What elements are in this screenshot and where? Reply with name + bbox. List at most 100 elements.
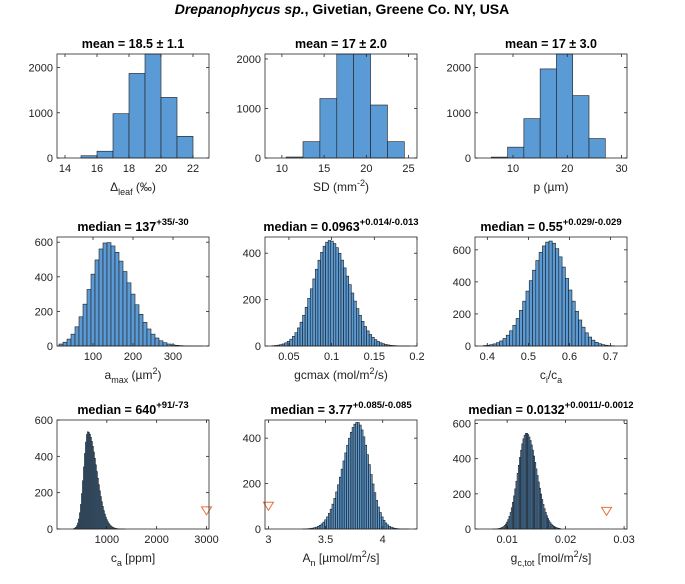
histogram-bar xyxy=(556,53,574,159)
x-axis-label: SD (mm-2) xyxy=(313,178,369,194)
histogram-bar xyxy=(86,289,92,347)
histogram-bar xyxy=(370,104,388,159)
histogram-bar xyxy=(118,260,124,347)
axes-box xyxy=(56,419,210,530)
histogram-bar xyxy=(523,118,541,159)
histogram-bar xyxy=(70,333,76,347)
panel-title: mean = 17 ± 2.0 xyxy=(295,37,387,51)
histogram-bar xyxy=(130,293,136,347)
histogram-bar xyxy=(106,242,112,347)
histogram-bar xyxy=(144,53,162,159)
histogram-bar xyxy=(345,275,349,347)
panel-title: median = 137+35/-30 xyxy=(77,217,188,234)
histogram-bar xyxy=(330,240,334,347)
histogram-bar xyxy=(361,321,365,347)
histogram-bars xyxy=(490,53,606,159)
x-axis-label: Δleaf (‰) xyxy=(110,180,156,197)
x-tick-label: 4 xyxy=(380,534,386,546)
histogram-bar xyxy=(555,248,560,347)
axes-box xyxy=(474,53,628,159)
y-tick-label: 0 xyxy=(255,153,261,165)
histogram-bar xyxy=(588,138,606,159)
histogram-bar xyxy=(572,95,590,159)
y-tick-label: 0 xyxy=(465,153,471,165)
y-tick-label: 400 xyxy=(243,248,261,260)
x-axis-label: gc,tot [mol/m2/s] xyxy=(511,549,592,568)
histogram-bar xyxy=(286,341,291,347)
histogram-bar xyxy=(591,339,596,347)
x-tick-label: 20 xyxy=(561,163,573,175)
histogram-bar xyxy=(545,241,550,347)
histogram-bar xyxy=(98,248,104,347)
x-axis-label: An [µmol/m2/s] xyxy=(303,549,380,568)
histogram-bar xyxy=(304,306,308,347)
y-tick-label: 2000 xyxy=(29,63,53,75)
histogram-bar xyxy=(353,300,357,347)
x-tick-label: 15 xyxy=(318,163,330,175)
x-tick-label: 300 xyxy=(164,351,182,363)
histogram-bar xyxy=(302,141,321,159)
x-axis-label: ca [ppm] xyxy=(111,551,155,568)
panel-title: median = 0.0963+0.014/-0.013 xyxy=(263,217,418,234)
histogram-bar xyxy=(551,242,556,347)
x-tick-label: 22 xyxy=(187,163,199,175)
panel-title: median = 0.55+0.029/-0.029 xyxy=(480,217,621,234)
histogram-bar xyxy=(548,240,553,347)
x-tick-label: 0.5 xyxy=(521,351,536,363)
x-tick-label: 30 xyxy=(615,163,627,175)
histogram-bar xyxy=(102,242,108,347)
histogram-bar xyxy=(325,241,329,347)
histogram-bar xyxy=(112,113,130,159)
histogram-bar xyxy=(299,321,303,347)
histogram-bar xyxy=(122,271,128,347)
histogram-bar xyxy=(343,267,347,347)
histogram-bar xyxy=(128,73,146,159)
y-tick-label: 0 xyxy=(465,341,471,353)
histogram-bar xyxy=(368,334,373,347)
y-tick-label: 600 xyxy=(35,415,53,427)
histogram-bar xyxy=(363,326,367,347)
y-tick-label: 1000 xyxy=(29,108,53,120)
histogram-bar xyxy=(594,341,599,347)
histogram-bar xyxy=(366,330,370,347)
y-tick-label: 200 xyxy=(35,488,53,500)
histogram-bar xyxy=(502,338,507,347)
histogram-bar xyxy=(162,342,168,347)
x-tick-label: 3 xyxy=(265,534,271,546)
histogram-bar xyxy=(379,342,383,347)
histogram-bar xyxy=(348,284,352,347)
histogram-bar xyxy=(561,266,566,347)
panel-title: median = 0.0132+0.0011/-0.0012 xyxy=(468,400,633,417)
y-tick-label: 200 xyxy=(35,306,53,318)
histogram-bar xyxy=(571,300,576,347)
histogram-bars xyxy=(271,240,411,347)
x-tick-label: 0.05 xyxy=(278,351,299,363)
figure-title: Drepanophycus sp., Givetian, Greene Co. … xyxy=(175,1,510,17)
x-tick-label: 20 xyxy=(360,163,372,175)
histogram-bar xyxy=(336,53,354,159)
histogram-bar xyxy=(320,252,324,347)
x-tick-label: 0.02 xyxy=(555,534,576,546)
x-tick-label: 0.7 xyxy=(603,351,618,363)
histogram-bar xyxy=(515,318,520,347)
histogram-bar xyxy=(350,292,355,347)
histogram-bar xyxy=(62,341,68,347)
histogram-bar xyxy=(538,251,543,347)
x-tick-label: 0.03 xyxy=(613,534,634,546)
y-tick-label: 1000 xyxy=(237,103,261,115)
histogram-bar xyxy=(294,332,298,347)
histogram-bar xyxy=(134,304,140,347)
axes-box xyxy=(264,419,418,530)
panel-An: median = 3.77+0.085/-0.085 3 3.5 4 0 200 400 An… xyxy=(243,400,418,568)
histogram-bar xyxy=(568,289,573,347)
panel-title: mean = 17 ± 3.0 xyxy=(505,37,597,51)
histogram-bar xyxy=(154,337,160,347)
histogram-bar xyxy=(539,68,557,159)
axes-box xyxy=(264,236,418,347)
histogram-bar xyxy=(110,245,116,347)
y-tick-label: 200 xyxy=(453,489,471,501)
y-tick-label: 600 xyxy=(453,245,471,257)
y-tick-label: 2000 xyxy=(447,63,471,75)
x-axis-label: ci/ca xyxy=(540,368,562,385)
